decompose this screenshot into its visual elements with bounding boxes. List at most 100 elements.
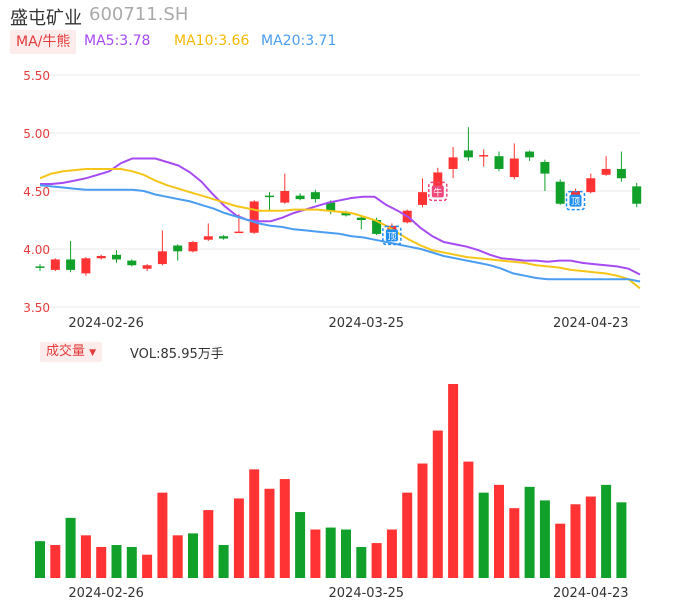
volume-bar <box>142 554 153 578</box>
volume-x-tick-label: 2024-04-23 <box>553 586 629 601</box>
volume-bar <box>509 508 520 578</box>
volume-bar <box>356 546 367 578</box>
volume-x-tick-label: 2024-03-25 <box>329 586 405 601</box>
candle-body <box>35 266 45 268</box>
volume-bar <box>417 463 428 578</box>
price-x-tick-label: 2024-03-25 <box>329 316 405 331</box>
candle-body <box>112 254 121 260</box>
price-y-tick-label: 5.50 <box>23 69 50 83</box>
candle-body <box>555 181 565 204</box>
volume-value: VOL:85.95万手 <box>130 347 224 362</box>
volume-bar <box>157 492 168 578</box>
candle-body <box>494 156 504 169</box>
price-grid <box>38 74 640 308</box>
marker-glyph: 顶 <box>387 231 396 242</box>
volume-bar <box>218 545 229 578</box>
volume-bar <box>570 504 581 578</box>
candle-body <box>372 220 382 234</box>
volume-bar <box>616 502 627 578</box>
stock-name: 盛屯矿业 <box>10 8 82 29</box>
marker-badge <box>431 185 444 198</box>
candle-body <box>127 260 137 266</box>
price-x-tick-label: 2024-04-23 <box>553 316 629 331</box>
marker-badge <box>385 229 398 242</box>
volume-bar <box>371 543 382 578</box>
volume-bar <box>295 512 306 578</box>
candle-body <box>219 236 229 239</box>
volume-bar <box>50 545 61 578</box>
volume-indicator-tag[interactable]: 成交量 ▼ <box>40 342 103 362</box>
candle-body <box>341 213 351 216</box>
ma20-line <box>39 184 641 283</box>
price-x-tick-label: 2024-02-26 <box>68 316 144 331</box>
volume-bar <box>172 535 183 578</box>
candle-body <box>616 168 626 179</box>
candle-body <box>66 259 76 270</box>
volume-bar <box>80 535 91 578</box>
marker-frame <box>428 181 448 202</box>
volume-bar <box>494 484 504 578</box>
moving-average-lines <box>39 157 641 290</box>
volume-bar <box>402 492 413 578</box>
candle-body <box>418 192 427 205</box>
ma10-legend: MA10:3.66 <box>174 33 250 49</box>
volume-bars <box>35 384 627 578</box>
volume-bar <box>35 541 45 578</box>
price-y-tick-label: 4.00 <box>23 243 50 257</box>
price-y-tick-label: 3.50 <box>23 301 50 315</box>
price-y-tick-label: 4.50 <box>23 185 50 199</box>
volume-bar <box>188 533 198 578</box>
volume-bar <box>233 498 244 578</box>
ma5-line <box>40 157 641 276</box>
volume-x-tick-label: 2024-02-26 <box>68 586 144 601</box>
candle-body <box>632 186 642 204</box>
volume-bar <box>555 523 566 578</box>
dropdown-arrow-icon: ▼ <box>89 348 97 358</box>
marker-badge <box>569 194 582 207</box>
volume-bar <box>203 510 214 578</box>
candle-body <box>249 201 259 233</box>
volume-bar <box>386 529 397 578</box>
price-y-ticks: 3.50 4.00 4.50 5.00 5.50 <box>23 69 50 315</box>
candle-body <box>173 245 183 252</box>
candle-body <box>310 192 320 200</box>
volume-bar <box>96 546 107 578</box>
candle-body <box>540 162 550 174</box>
volume-bar <box>601 484 612 578</box>
marker-glyph: 顶 <box>571 197 580 208</box>
candle-body <box>463 150 473 158</box>
volume-bar <box>279 479 290 578</box>
volume-bar <box>126 546 137 578</box>
price-x-ticks: 2024-02-26 2024-03-25 2024-04-23 <box>68 316 628 331</box>
volume-bar <box>463 461 474 578</box>
stock-code: 600711.SH <box>89 4 189 25</box>
volume-bar <box>111 545 122 578</box>
candle-body <box>96 255 106 259</box>
marker-frame <box>565 190 586 211</box>
ma-indicator-tag[interactable]: MA/牛熊 <box>10 30 77 54</box>
volume-tag-label: 成交量 <box>46 344 86 359</box>
volume-bar <box>524 486 535 578</box>
candle-body <box>601 168 611 175</box>
volume-bar <box>432 430 443 578</box>
ma10-line <box>39 168 641 290</box>
ma20-legend: MA20:3.71 <box>261 33 337 49</box>
volume-bar <box>585 496 596 578</box>
volume-bar <box>539 500 550 578</box>
candle-body <box>448 157 458 169</box>
candle-body <box>479 155 489 157</box>
marker-glyph: 牛 <box>433 186 442 198</box>
ma5-legend: MA5:3.78 <box>84 33 151 49</box>
volume-bar <box>249 469 260 578</box>
volume-bar <box>478 492 489 578</box>
volume-bar <box>341 529 351 578</box>
candle-body <box>50 259 60 270</box>
candle-body <box>265 195 274 198</box>
candle-body <box>203 236 213 240</box>
candle-body <box>142 265 152 269</box>
signal-markers: 顶 牛顶 <box>382 181 586 246</box>
candle-body <box>280 191 290 203</box>
candle-body <box>525 151 535 158</box>
candle-body <box>188 242 198 252</box>
